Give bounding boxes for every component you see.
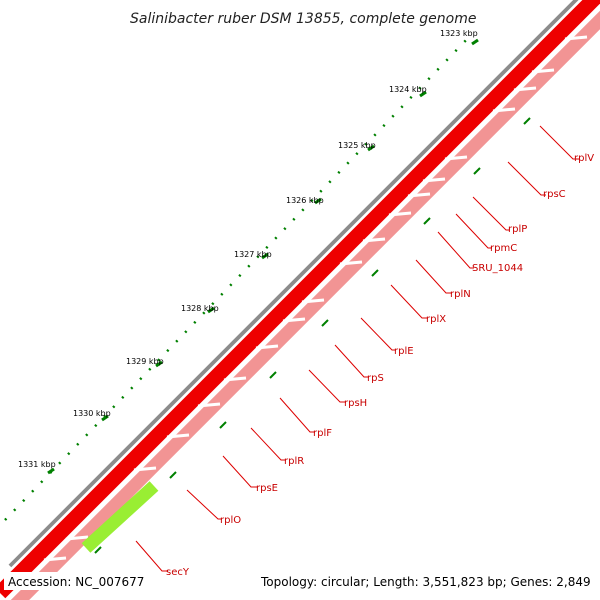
kbp-label: 1328 kbp [181,304,219,313]
gene-label: rplF [313,428,332,439]
gene-label: secY [166,567,190,578]
gene-label: rplN [450,289,471,300]
kbp-labels: 1323 kbp 1324 kbp 1325 kbp 1326 kbp 1327… [18,29,478,469]
gene-label: rplP [508,224,527,235]
gene-label: rplE [394,346,414,357]
outer-ticks [47,38,479,475]
kbp-label: 1325 kbp [338,141,376,150]
kbp-label: 1330 kbp [73,409,111,418]
kbp-label: 1323 kbp [440,29,478,38]
gene-label: rpS [367,373,384,384]
gene-label: rpsH [344,398,367,409]
secY-gene [81,481,159,553]
inner-ticks [94,117,531,554]
gene-label: rpsC [543,189,566,200]
gene-label: SRU_1044 [472,263,523,274]
kbp-label: 1326 kbp [286,196,324,205]
gene-label: rplR [284,456,304,467]
gene-label: rplO [220,515,241,526]
kbp-label: 1329 kbp [126,357,164,366]
kbp-label: 1324 kbp [389,85,427,94]
kbp-label: 1331 kbp [18,460,56,469]
kbp-label: 1327 kbp [234,250,272,259]
gene-labels: rplV rpsC rplP rpmC SRU_1044 rplN rplX r… [166,153,594,578]
gene-label: rplV [574,153,594,164]
genome-summary: Topology: circular; Length: 3,551,823 bp… [260,575,591,589]
summary-bg [256,572,596,590]
gene-leaders [135,125,580,572]
gene-label: rplX [426,314,446,325]
accession-text: Accession: NC_007677 [8,575,144,589]
map-title: Salinibacter ruber DSM 13855, complete g… [130,11,476,27]
gene-label: rpsE [256,483,278,494]
gene-label: rpmC [490,243,517,254]
accession-bg [4,572,152,590]
backbone-arc [8,0,579,568]
position-ring [4,35,471,521]
